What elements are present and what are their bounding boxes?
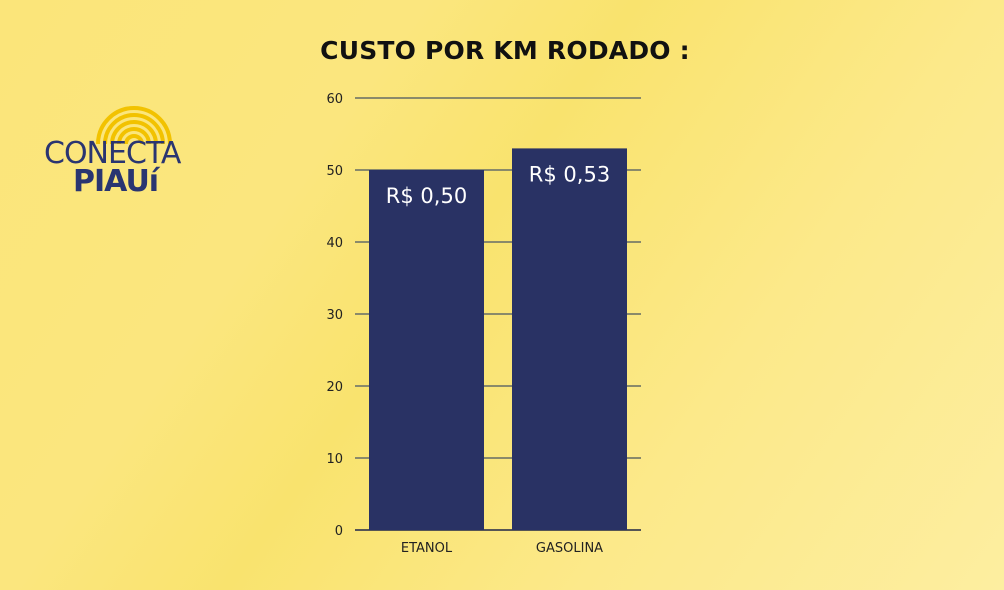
- bars: [369, 148, 627, 530]
- y-tick-label: 40: [326, 236, 343, 251]
- x-category-label: ETANOL: [401, 541, 453, 556]
- data-label: R$ 0,50: [386, 184, 467, 208]
- y-tick-label: 10: [326, 452, 343, 467]
- y-tick-label: 30: [326, 308, 343, 323]
- bar-etanol: [369, 170, 484, 530]
- y-axis-ticks: 0 10 20 30 40 50 60: [326, 92, 343, 539]
- data-label: R$ 0,53: [529, 162, 610, 186]
- data-labels: R$ 0,50 R$ 0,53: [386, 162, 610, 208]
- y-tick-label: 50: [326, 164, 343, 179]
- y-tick-label: 60: [326, 92, 343, 107]
- conecta-piaui-logo: CONECTA PIAUí: [44, 100, 204, 200]
- y-tick-label: 20: [326, 380, 343, 395]
- logo-word-piaui: PIAUí: [73, 164, 159, 199]
- x-category-label: GASOLINA: [536, 541, 603, 556]
- chart-title: CUSTO POR KM RODADO :: [320, 36, 690, 65]
- logo-word-conecta: CONECTA: [44, 136, 181, 171]
- x-axis-labels: ETANOL GASOLINA: [401, 541, 603, 556]
- y-tick-label: 0: [335, 524, 343, 539]
- sun-arcs-icon: [96, 106, 172, 144]
- bar-gasolina: [512, 148, 627, 530]
